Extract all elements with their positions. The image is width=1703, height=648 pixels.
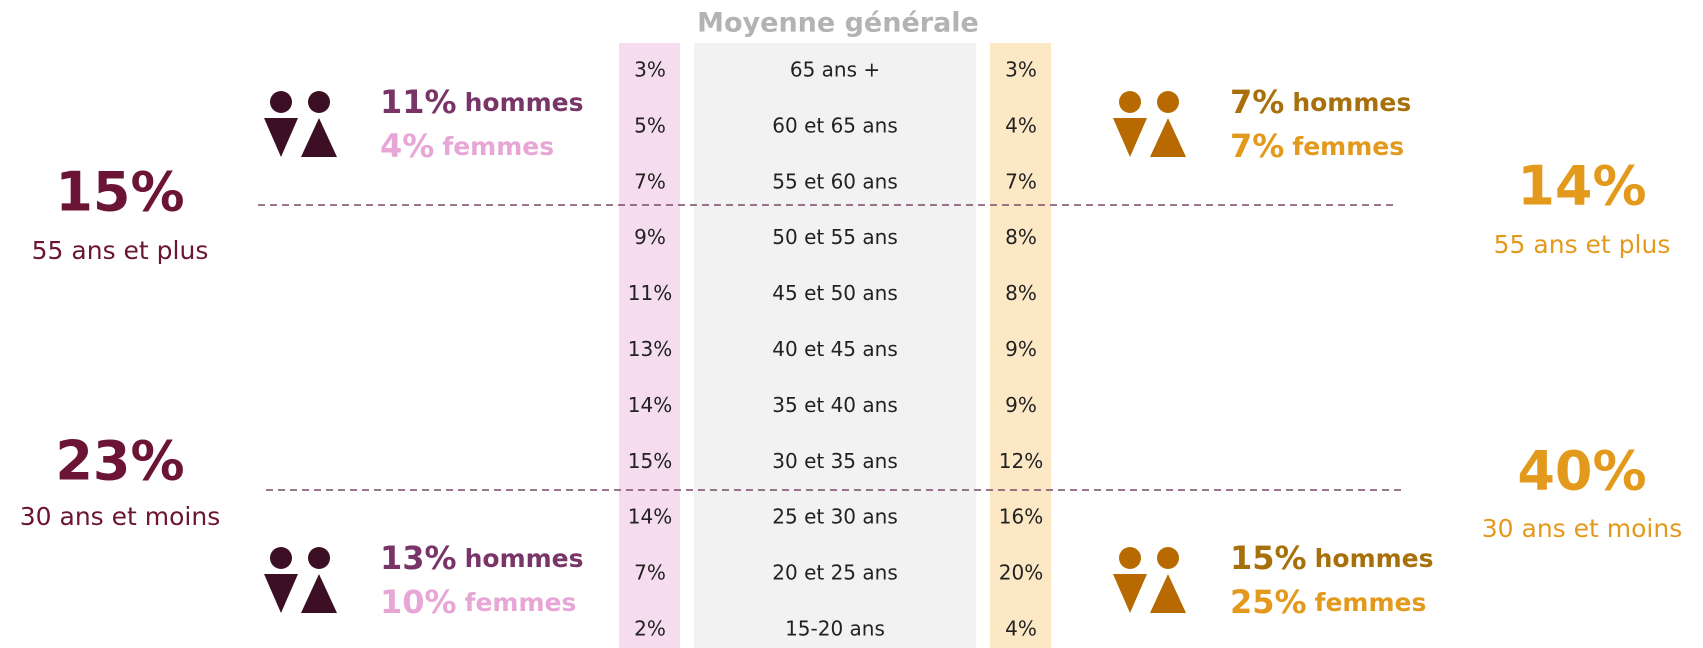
percent: 4%	[380, 127, 434, 165]
men-share: 7% hommes	[1230, 83, 1411, 121]
age-range: 40 et 45 ans	[772, 337, 897, 361]
percent: 25%	[1230, 583, 1307, 621]
men-share: 13% hommes	[380, 539, 584, 577]
right-percent: 8%	[1005, 281, 1037, 305]
left-percent: 11%	[628, 281, 672, 305]
right-percent: 16%	[999, 505, 1043, 529]
gender-icon	[1113, 91, 1186, 157]
word: femmes	[1292, 132, 1404, 161]
men-share: 15% hommes	[1230, 539, 1434, 577]
age-range: 55 et 60 ans	[772, 169, 897, 193]
left-column	[619, 43, 680, 648]
icon-body	[1113, 118, 1147, 157]
women-share: 7% femmes	[1230, 127, 1404, 165]
icon-body	[264, 118, 298, 157]
group-label: 30 ans et moins	[20, 502, 221, 531]
icon-head	[1119, 91, 1141, 113]
age-range: 35 et 40 ans	[772, 393, 897, 417]
age-range: 30 et 35 ans	[772, 449, 897, 473]
icon-head	[1119, 547, 1141, 569]
age-range: 20 et 25 ans	[772, 561, 897, 585]
women-share: 4% femmes	[380, 127, 554, 165]
men-share: 11% hommes	[380, 83, 584, 121]
gender-icon	[264, 91, 337, 157]
word: hommes	[465, 544, 584, 573]
word: hommes	[465, 88, 584, 117]
right-percent: 12%	[999, 449, 1043, 473]
left-percent: 2%	[634, 617, 666, 641]
percent: 7%	[1230, 83, 1284, 121]
age-range: 25 et 30 ans	[772, 505, 897, 529]
women-share: 25% femmes	[1230, 583, 1426, 621]
left-percent: 14%	[628, 393, 672, 417]
right-percent: 9%	[1005, 393, 1037, 417]
group-label: 55 ans et plus	[1494, 230, 1671, 259]
percent: 7%	[1230, 127, 1284, 165]
left-percent: 14%	[628, 505, 672, 529]
percent: 13%	[380, 539, 457, 577]
left-percent: 15%	[628, 449, 672, 473]
left-percent: 9%	[634, 225, 666, 249]
left-percent: 3%	[634, 58, 666, 82]
big-percent: 14%	[1517, 155, 1646, 218]
age-range: 15-20 ans	[785, 617, 885, 641]
icon-body	[1113, 574, 1147, 613]
center-column	[694, 43, 976, 648]
right-percent: 9%	[1005, 337, 1037, 361]
right-percent: 7%	[1005, 169, 1037, 193]
left-percent: 5%	[634, 113, 666, 137]
word: hommes	[1292, 88, 1411, 117]
icon-body	[301, 574, 337, 613]
icon-head	[1157, 91, 1179, 113]
right-percent: 4%	[1005, 617, 1037, 641]
word: femmes	[442, 132, 554, 161]
percent: 10%	[380, 583, 457, 621]
right-percent: 3%	[1005, 58, 1037, 82]
age-range: 60 et 65 ans	[772, 113, 897, 137]
big-percent: 23%	[55, 430, 184, 493]
word: hommes	[1315, 544, 1434, 573]
women-share: 10% femmes	[380, 583, 576, 621]
left-percent: 13%	[628, 337, 672, 361]
icon-head	[270, 547, 292, 569]
icon-head	[308, 91, 330, 113]
big-percent: 15%	[55, 161, 184, 224]
age-range: 45 et 50 ans	[772, 281, 897, 305]
icon-head	[270, 91, 292, 113]
title: Moyenne générale	[697, 8, 979, 39]
percent: 11%	[380, 83, 457, 121]
big-percent: 40%	[1517, 440, 1646, 503]
gender-icon	[264, 547, 337, 613]
word: femmes	[465, 588, 577, 617]
icon-head	[308, 547, 330, 569]
left-percent: 7%	[634, 169, 666, 193]
group-label: 55 ans et plus	[32, 236, 209, 265]
icon-body	[264, 574, 298, 613]
right-percent: 8%	[1005, 225, 1037, 249]
age-range: 65 ans +	[790, 58, 880, 82]
icon-head	[1157, 547, 1179, 569]
right-percent: 4%	[1005, 113, 1037, 137]
percent: 15%	[1230, 539, 1307, 577]
left-percent: 7%	[634, 561, 666, 585]
age-range: 50 et 55 ans	[772, 225, 897, 249]
word: femmes	[1315, 588, 1427, 617]
group-label: 30 ans et moins	[1482, 514, 1683, 543]
right-column	[990, 43, 1051, 648]
icon-body	[1150, 574, 1186, 613]
gender-icon	[1113, 547, 1186, 613]
icon-body	[1150, 118, 1186, 157]
right-percent: 20%	[999, 561, 1043, 585]
icon-body	[301, 118, 337, 157]
